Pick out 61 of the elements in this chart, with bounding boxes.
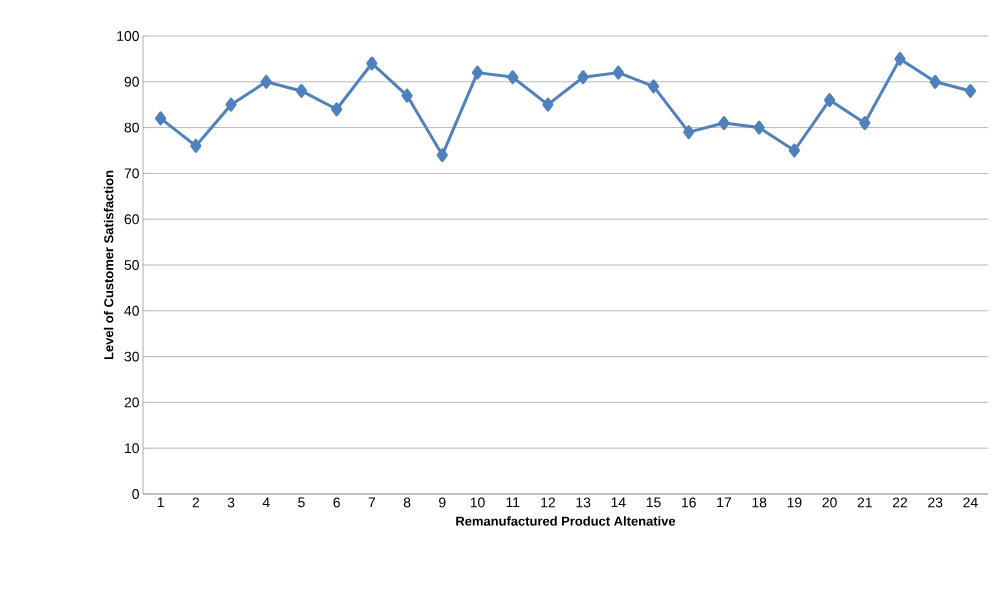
y-tick-label: 60 [124,214,139,225]
point [155,111,167,126]
point [683,125,695,140]
x-tick-label: 11 [506,497,520,508]
x-tick-label: 10 [470,497,485,508]
y-tick-label: 10 [125,443,139,454]
point [788,143,800,158]
x-tick-label: 16 [682,497,696,508]
x-tick-label: 24 [963,497,978,508]
x-tick-label: 9 [439,497,446,508]
x-tick-label: 6 [333,497,340,508]
point [471,65,484,80]
x-tick-label: 17 [717,497,732,508]
point [964,83,977,98]
x-tick-label: 22 [892,497,908,508]
x-tick-label: 3 [227,497,235,508]
x-tick-label: 21 [857,497,872,508]
point [929,74,941,89]
y-tick-label: 30 [124,351,139,362]
point [894,51,906,66]
point [507,70,519,85]
x-tick-label: 19 [787,497,802,508]
y-tick-label: 100 [117,31,139,41]
x-tick-label: 23 [928,497,943,508]
x-tick-label: 1 [157,497,164,508]
y-axis-title: Level of Customer Satisfaction [103,170,114,360]
point [436,148,448,163]
x-tick-label: 8 [403,497,411,508]
point [577,70,589,85]
point [260,74,272,89]
x-tick-label: 2 [192,497,200,508]
x-tick-label: 13 [576,497,591,508]
point [331,102,343,117]
x-tick-label: 7 [368,497,376,508]
x-tick-label: 15 [646,497,661,508]
point [401,88,413,103]
point [366,56,378,71]
point [542,97,554,112]
point [190,138,202,153]
x-tick-label: 18 [752,497,767,508]
y-tick-label: 50 [124,260,139,270]
x-tick-label: 4 [262,497,270,508]
x-tick-label: 20 [822,497,837,508]
y-tick-label: 90 [124,76,139,87]
y-tick-label: 20 [124,397,139,408]
y-tick-label: 40 [124,305,139,316]
x-tick-label: 12 [541,497,555,508]
point [295,83,308,98]
point [647,79,660,94]
point [823,93,836,108]
x-tick-label: 14 [611,497,626,508]
y-tick-label: 80 [124,122,139,133]
point [718,116,730,130]
y-tick-label: 0 [132,489,139,499]
point [612,65,624,80]
point [753,120,765,135]
y-tick-label: 70 [124,168,139,179]
point [859,116,871,130]
x-tick-label: 5 [298,497,305,508]
point [225,97,237,112]
x-axis-title: Remanufactured Product Altenative [456,516,676,526]
